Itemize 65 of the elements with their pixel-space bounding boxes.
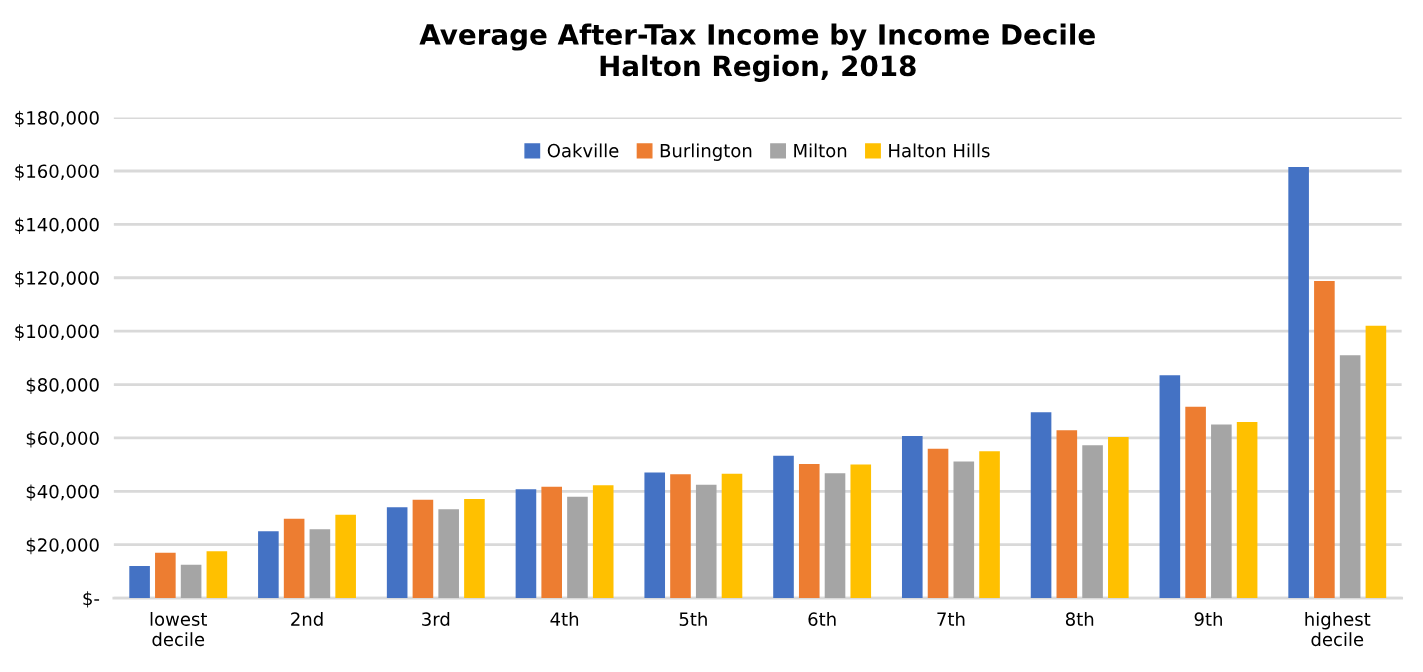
x-tick-label: 9th xyxy=(1194,611,1222,626)
bar xyxy=(1314,280,1335,599)
y-tick-label: $- xyxy=(83,591,100,608)
legend-label: Burlington xyxy=(660,143,752,161)
y-tick-label: $40,000 xyxy=(26,484,99,501)
bar xyxy=(438,509,459,599)
bar xyxy=(283,518,305,599)
bar xyxy=(798,464,820,599)
x-tick-label: 3rd xyxy=(422,611,450,626)
bar xyxy=(206,551,228,599)
legend-label: Oakville xyxy=(547,143,619,158)
x-tick-label: 5th xyxy=(679,611,707,626)
chart-title: Average After-Tax Income by Income Decile Halton Region, 2018 xyxy=(419,23,1095,82)
legend-label: Halton Hills xyxy=(889,143,990,158)
bar xyxy=(335,514,356,599)
bar xyxy=(1339,355,1361,599)
bar xyxy=(953,461,975,599)
bar xyxy=(155,552,176,599)
bar xyxy=(1211,424,1232,599)
bar xyxy=(1365,325,1387,599)
x-tick-label: 8th xyxy=(1065,611,1094,626)
bar xyxy=(721,473,743,599)
x-tick-label: 6th xyxy=(808,611,836,626)
bar xyxy=(927,448,949,599)
x-tick-label: 2nd xyxy=(291,611,323,626)
bar xyxy=(824,473,846,599)
y-tick-label: $180,000 xyxy=(15,110,99,128)
bar xyxy=(1159,375,1181,599)
bar xyxy=(412,499,434,599)
bar xyxy=(644,472,666,599)
y-tick-label: $120,000 xyxy=(15,270,99,288)
bar xyxy=(979,451,1000,599)
x-tick-label: 7th xyxy=(937,611,965,626)
y-tick-label: $140,000 xyxy=(15,217,99,234)
y-tick-label: $60,000 xyxy=(26,431,99,448)
x-tick-label: lowest decile xyxy=(150,611,208,647)
legend-label: Milton xyxy=(794,143,847,158)
bar xyxy=(592,485,614,599)
y-tick-label: $100,000 xyxy=(15,324,99,341)
bar xyxy=(850,464,872,599)
bar xyxy=(180,564,202,599)
y-tick-label: $160,000 xyxy=(15,164,99,181)
bar xyxy=(1030,412,1052,599)
y-tick-label: $20,000 xyxy=(26,537,99,555)
bar xyxy=(129,566,150,599)
bar xyxy=(386,507,408,599)
bar xyxy=(1236,421,1258,599)
bar xyxy=(515,489,537,599)
bar xyxy=(464,499,485,599)
bar xyxy=(1185,406,1206,599)
bar xyxy=(1082,445,1103,599)
bar xyxy=(1056,430,1078,599)
bar xyxy=(309,529,331,599)
bar xyxy=(1108,437,1129,599)
bar xyxy=(670,474,691,599)
bar xyxy=(773,455,794,599)
bar xyxy=(541,486,562,599)
bar xyxy=(695,484,717,599)
x-tick-label: 4th xyxy=(550,611,579,626)
bar xyxy=(1288,166,1309,599)
y-tick-label: $80,000 xyxy=(26,377,99,395)
bar xyxy=(567,496,588,599)
x-tick-label: highest decile xyxy=(1305,611,1371,647)
bar xyxy=(901,436,923,599)
bar xyxy=(258,531,279,599)
